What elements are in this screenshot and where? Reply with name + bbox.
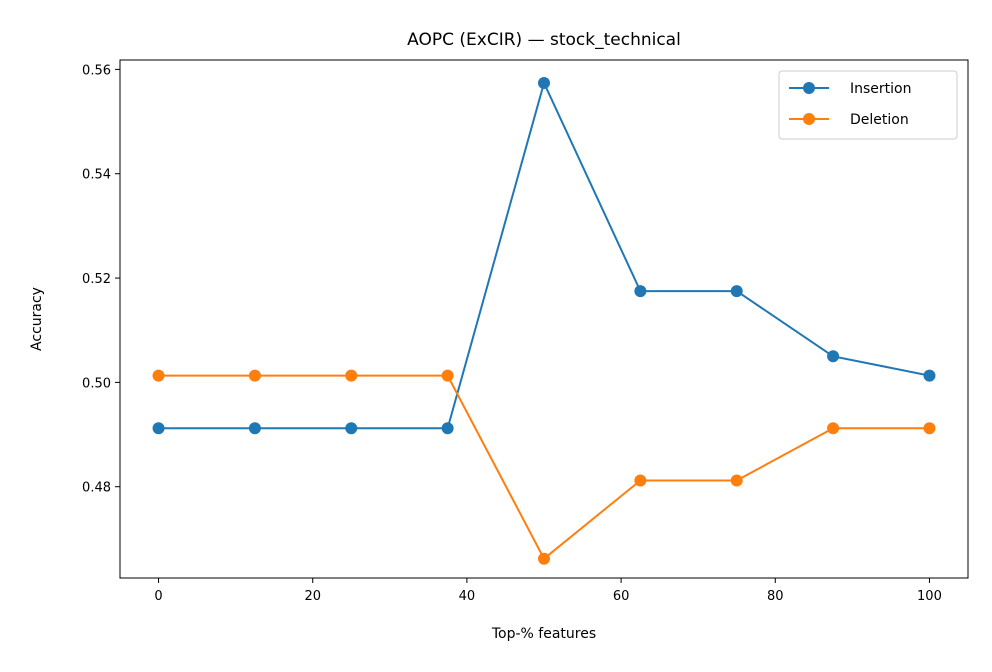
legend-swatch-marker [803,82,815,94]
x-tick-label: 20 [304,589,321,604]
legend-swatch-marker [803,113,815,125]
insertion-data-point [345,422,358,435]
deletion-data-point [923,422,936,435]
deletion-data-point [634,474,647,487]
legend-item-deletion: Deletion [789,112,909,128]
deletion-data-point [730,474,743,487]
deletion-data-point [152,369,165,382]
insertion-data-point [441,422,454,435]
y-tick-label: 0.54 [82,168,111,183]
legend-item-insertion: Insertion [789,81,911,97]
insertion-data-point [923,369,936,382]
deletion-data-point [248,369,261,382]
insertion-data-point [152,422,165,435]
x-tick-label: 60 [613,589,630,604]
insertion-data-point [538,76,550,89]
x-axis-ticks: 0 20 40 60 80 100 [154,578,942,604]
insertion-data-point [634,285,647,298]
x-tick-label: 0 [154,589,162,604]
deletion-data-point [827,422,840,435]
x-tick-label: 80 [767,589,784,604]
y-axis-ticks: 0.48 0.50 0.52 0.54 0.56 [82,63,120,496]
deletion-data-point [538,552,550,565]
legend-label: Deletion [850,112,909,128]
plot-frame [119,59,969,579]
plot-area [152,76,936,565]
y-tick-label: 0.50 [82,376,111,391]
x-tick-label: 40 [459,589,476,604]
legend-label: Insertion [850,81,911,97]
x-tick-label: 100 [917,589,942,604]
y-tick-label: 0.52 [82,272,111,287]
y-tick-label: 0.56 [82,63,111,78]
deletion-data-point [441,369,454,382]
chart-title: AOPC (ExCIR) — stock_technical [407,30,681,50]
y-tick-label: 0.48 [82,481,111,496]
legend: Insertion Deletion [778,70,958,140]
insertion-data-point [248,422,261,435]
deletion-data-point [345,369,358,382]
y-axis-label: Accuracy [29,287,45,351]
insertion-data-point [827,350,840,363]
insertion-data-point [730,285,743,298]
x-axis-label: Top-% features [491,626,596,642]
